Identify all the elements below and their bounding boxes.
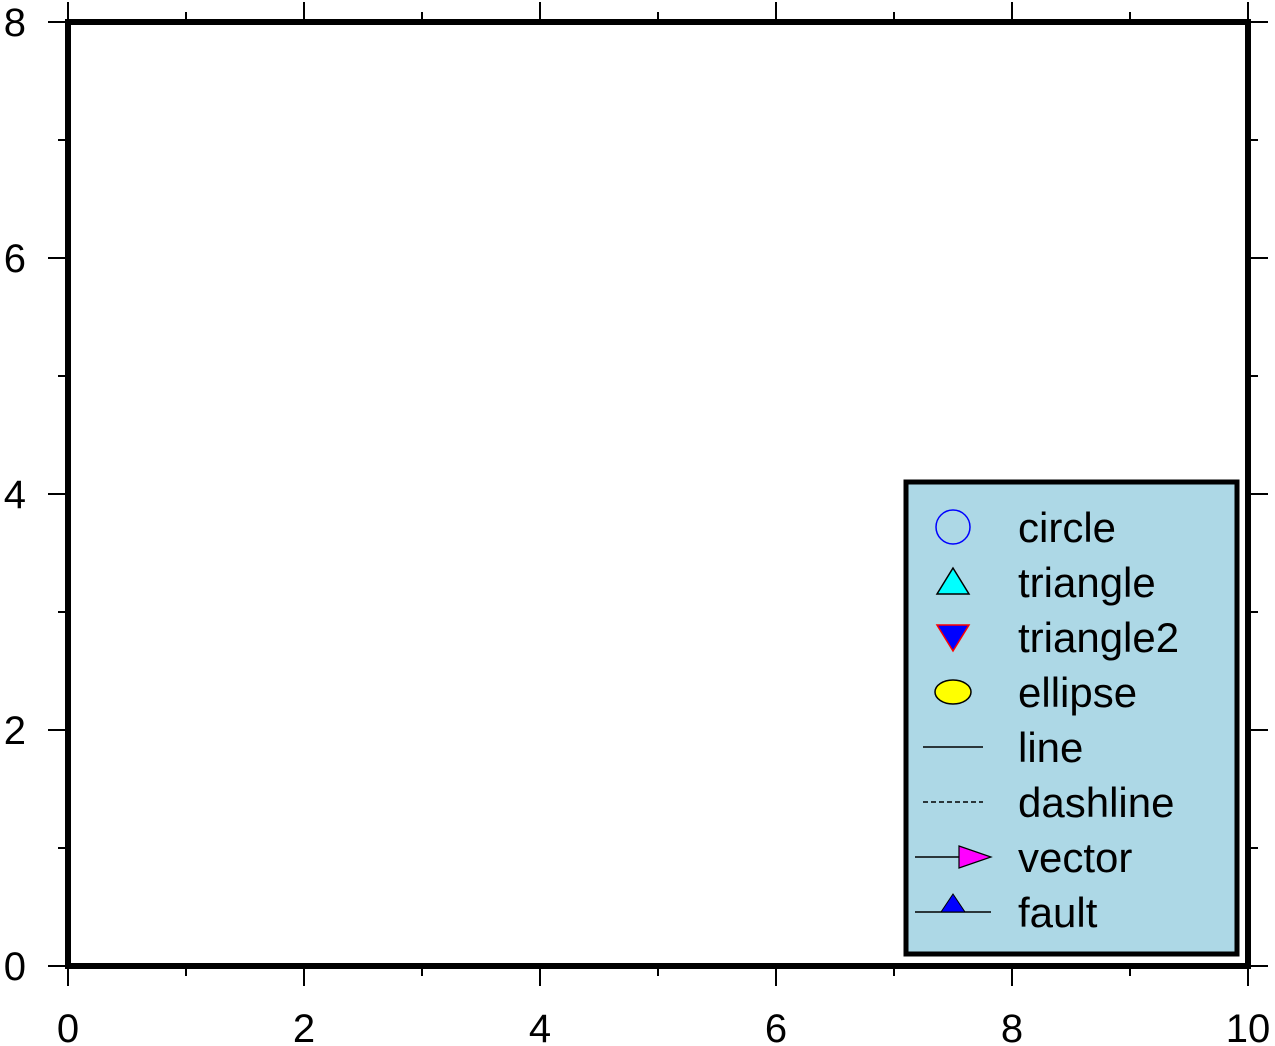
- y-tick-label: 6: [4, 237, 26, 281]
- legend-item-line: line: [923, 724, 1083, 771]
- legend-item-triangle: triangle: [935, 559, 1156, 606]
- axis-tick-labels: 0 2 4 6 8 10 0 2 4 6 8: [4, 1, 1271, 1046]
- circle-symbol: [935, 509, 971, 545]
- legend-box: [903, 479, 1240, 957]
- legend-item-circle: circle: [935, 504, 1116, 551]
- triangle-down-symbol: [935, 624, 971, 653]
- legend-item-ellipse: ellipse: [934, 669, 1137, 716]
- legend-label: line: [1018, 724, 1083, 771]
- legend-label: circle: [1018, 504, 1116, 551]
- x-tick-label: 0: [57, 1007, 79, 1046]
- x-tick-label: 10: [1226, 1007, 1271, 1046]
- legend-label: dashline: [1018, 779, 1174, 826]
- legend-label: ellipse: [1018, 669, 1137, 716]
- legend-item-fault: fault: [915, 889, 1098, 936]
- triangle-up-symbol: [935, 566, 971, 595]
- y-tick-label: 2: [4, 709, 26, 753]
- legend-label: vector: [1018, 834, 1132, 881]
- plot-frame: [65, 19, 1251, 969]
- x-tick-label: 2: [293, 1007, 315, 1046]
- legend-item-vector: vector: [915, 834, 1132, 881]
- y-tick-label: 4: [4, 473, 26, 517]
- legend-label: triangle: [1018, 559, 1156, 606]
- ellipse-symbol: [934, 679, 972, 705]
- legend-item-dashline: dashline: [923, 779, 1174, 826]
- legend-label: fault: [1018, 889, 1098, 936]
- x-tick-label: 8: [1001, 1007, 1023, 1046]
- x-tick-label: 6: [765, 1007, 787, 1046]
- y-tick-label: 0: [4, 945, 26, 989]
- legend: circle triangle triangle2 ellipse line dashli…: [903, 479, 1240, 957]
- legend-label: triangle2: [1018, 614, 1179, 661]
- legend-item-triangle2: triangle2: [935, 614, 1179, 661]
- vector-arrowhead: [958, 845, 993, 869]
- x-tick-label: 4: [529, 1007, 551, 1046]
- fault-triangle: [940, 893, 966, 913]
- y-tick-label: 8: [4, 1, 26, 45]
